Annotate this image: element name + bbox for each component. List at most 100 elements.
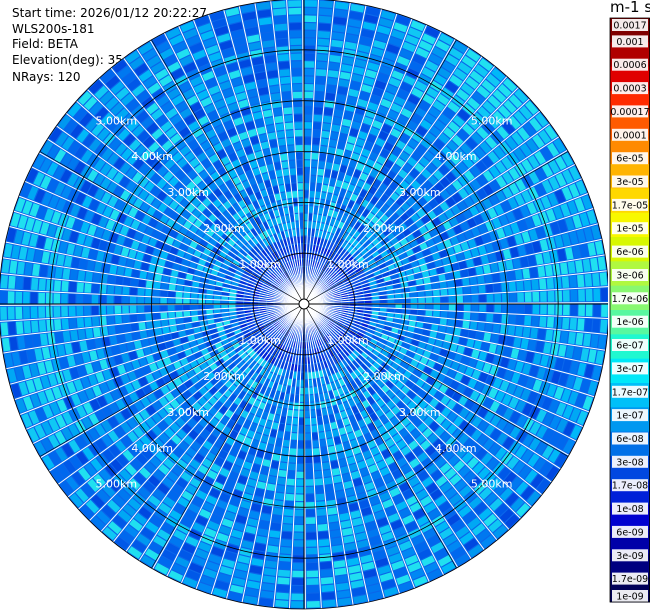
ppi-cell xyxy=(158,342,167,351)
ppi-cell xyxy=(377,233,386,241)
ppi-cell xyxy=(184,151,195,162)
ppi-cell xyxy=(443,239,452,248)
ppi-cell xyxy=(329,54,341,63)
ppi-cell xyxy=(497,83,512,98)
ppi-cell xyxy=(304,357,308,364)
ppi-cell xyxy=(304,84,314,91)
ppi-cell xyxy=(475,160,487,173)
ppi-cell xyxy=(298,357,302,364)
ppi-cell xyxy=(92,316,100,327)
ppi-cell xyxy=(402,163,413,173)
ppi-cell xyxy=(562,317,570,330)
ppi-cell xyxy=(465,76,479,90)
ppi-cell xyxy=(373,270,381,276)
ppi-cell xyxy=(334,245,341,253)
ppi-cell xyxy=(205,561,220,572)
ppi-cell xyxy=(404,470,416,481)
ppi-cell xyxy=(120,225,130,236)
ppi-cell xyxy=(272,319,279,325)
ppi-cell xyxy=(362,209,370,217)
ppi-cell xyxy=(393,526,406,537)
ppi-cell xyxy=(304,236,307,244)
ppi-cell xyxy=(138,486,151,499)
ppi-cell xyxy=(207,193,217,202)
ppi-cell xyxy=(471,132,483,145)
ppi-cell xyxy=(405,452,416,462)
ppi-cell xyxy=(195,515,208,526)
ppi-cell xyxy=(255,266,263,273)
ppi-cell xyxy=(475,360,485,371)
ppi-cell xyxy=(246,347,253,355)
ppi-cell xyxy=(318,354,323,362)
ppi-cell xyxy=(463,196,474,208)
ppi-cell xyxy=(427,433,438,444)
ppi-cell xyxy=(115,143,127,156)
ppi-cell xyxy=(246,580,260,590)
ppi-cell xyxy=(535,167,547,181)
ppi-cell xyxy=(426,482,438,494)
ppi-cell xyxy=(323,108,333,116)
ppi-cell xyxy=(501,314,509,324)
ppi-cell xyxy=(357,256,365,264)
ppi-cell xyxy=(224,389,232,398)
ppi-cell xyxy=(163,268,172,276)
ppi-cell xyxy=(357,245,365,253)
ppi-cell xyxy=(532,241,542,253)
ppi-cell xyxy=(280,285,287,291)
ppi-cell xyxy=(146,155,158,167)
range-ring-label: 1.00km xyxy=(327,258,369,271)
ppi-cell xyxy=(357,98,368,108)
colorbar-segment xyxy=(610,188,650,214)
ppi-cell xyxy=(277,577,290,585)
ppi-cell xyxy=(343,480,353,489)
ppi-cell xyxy=(335,575,348,584)
ppi-cell xyxy=(62,136,75,151)
ppi-cell xyxy=(347,135,357,144)
ppi-cell xyxy=(228,362,236,370)
ppi-cell xyxy=(268,313,276,318)
ppi-cell xyxy=(123,483,136,496)
ppi-cell xyxy=(250,136,260,145)
ppi-cell xyxy=(390,416,400,426)
ppi-cell xyxy=(145,373,155,384)
ppi-cell xyxy=(395,298,402,304)
ppi-cell xyxy=(374,510,386,520)
ppi-cell xyxy=(342,251,349,259)
ppi-cell xyxy=(38,278,46,291)
ppi-cell xyxy=(189,157,200,168)
ppi-cell xyxy=(142,48,157,61)
colorbar-tick-label: 0.0003 xyxy=(613,84,646,95)
ppi-cell xyxy=(129,296,137,304)
ppi-cell xyxy=(0,322,9,336)
ppi-cell xyxy=(281,161,289,169)
ppi-cell xyxy=(565,247,574,260)
ppi-cell xyxy=(369,365,377,373)
ppi-cell xyxy=(172,338,181,347)
ppi-cell xyxy=(239,190,248,199)
ppi-cell xyxy=(432,282,440,290)
ppi-cell xyxy=(40,375,51,389)
ppi-cell xyxy=(97,489,110,503)
ppi-cell xyxy=(410,309,418,315)
ppi-cell xyxy=(342,367,350,376)
ppi-cell xyxy=(445,436,457,448)
ppi-cell xyxy=(167,347,176,356)
ppi-cell xyxy=(400,82,413,93)
ppi-cell xyxy=(458,395,469,406)
ppi-cell xyxy=(339,249,346,257)
ppi-cell xyxy=(423,323,431,330)
ppi-cell xyxy=(163,54,178,67)
ppi-cell xyxy=(357,306,364,310)
ppi-cell xyxy=(393,22,408,33)
ppi-cell xyxy=(287,145,295,153)
ppi-cell xyxy=(462,156,474,169)
ppi-cell xyxy=(587,242,597,256)
ppi-cell xyxy=(161,522,175,535)
ppi-cell xyxy=(475,331,484,341)
ppi-cell xyxy=(90,458,103,472)
ppi-cell xyxy=(348,399,356,407)
ppi-cell xyxy=(150,256,159,265)
ppi-cell xyxy=(109,367,119,378)
ppi-cell xyxy=(333,292,340,296)
ppi-cell xyxy=(214,411,224,421)
